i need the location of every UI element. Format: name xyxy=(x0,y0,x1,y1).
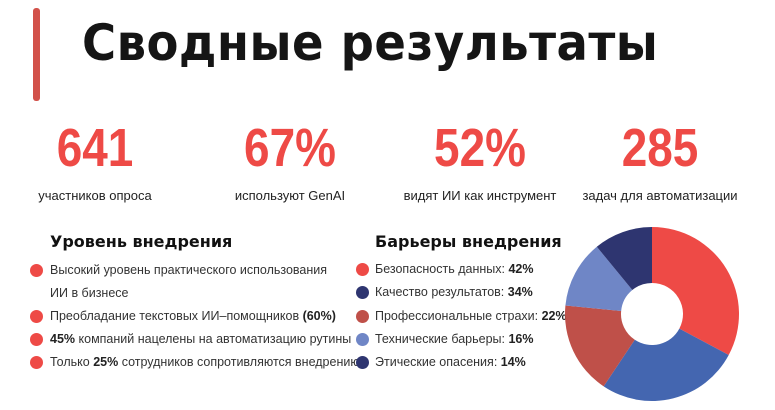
legend-item: Этические опасения: 14% xyxy=(375,355,526,370)
stat-genai: 67% используют GenAI xyxy=(195,120,385,203)
adoption-item: Преобладание текстовых ИИ–помощников (60… xyxy=(50,309,336,323)
stat-value: 52% xyxy=(434,118,526,178)
item-text: сотрудников сопротивляются внедрению xyxy=(118,355,360,369)
adoption-item: Только 25% сотрудников сопротивляются вн… xyxy=(50,355,360,369)
bullet-dot xyxy=(30,356,43,369)
legend-value: 14% xyxy=(500,355,526,370)
bullet-dot xyxy=(30,310,43,323)
adoption-item: Высокий уровень практического использова… xyxy=(50,263,327,277)
bullet-dot xyxy=(30,333,43,346)
adoption-heading: Уровень внедрения xyxy=(50,232,233,251)
legend-item: Технические барьеры: 16% xyxy=(375,331,534,346)
legend-label: Безопасность данных xyxy=(375,262,502,276)
legend-value: 34% xyxy=(507,285,533,300)
stat-value: 67% xyxy=(244,118,336,178)
donut-slice xyxy=(603,328,729,401)
legend-item: Качество результатов: 34% xyxy=(375,285,533,300)
legend-label: Качество результатов xyxy=(375,285,501,300)
donut-slice xyxy=(565,305,635,387)
legend-item: Профессиональные страхи: 22% xyxy=(375,308,567,323)
legend-value: 16% xyxy=(508,331,534,346)
stat-label: используют GenAI xyxy=(234,188,346,203)
stat-label: задач для автоматизации xyxy=(582,188,738,203)
legend-swatch xyxy=(356,286,369,300)
adoption-item: 45% компаний нацелены на автоматизацию р… xyxy=(50,332,351,346)
donut-slice xyxy=(652,227,739,356)
legend-value: 42% xyxy=(508,262,534,276)
item-text: Высокий уровень практического использова… xyxy=(50,263,328,277)
legend-swatch xyxy=(356,332,369,346)
title-accent-bar xyxy=(33,8,40,101)
stat-value: 641 xyxy=(56,118,134,178)
legend-label: Технические барьеры xyxy=(375,331,502,346)
item-text: ИИ в бизнесе xyxy=(50,286,129,300)
item-text: компаний нацелены на автоматизацию рутин… xyxy=(75,332,352,346)
stat-label: видят ИИ как инструмент xyxy=(403,188,557,203)
stat-label: участников опроса xyxy=(38,188,152,203)
legend-swatch xyxy=(356,263,369,276)
bullet-dot xyxy=(30,264,43,277)
donut-slice xyxy=(565,246,633,311)
barriers-donut-chart xyxy=(565,227,739,401)
stat-tool: 52% видят ИИ как инструмент xyxy=(385,120,575,203)
stat-value: 285 xyxy=(621,118,699,178)
legend-item: Безопасность данных: 42% xyxy=(375,262,534,276)
legend-swatch xyxy=(356,356,369,370)
legend-label: Профессиональные страхи xyxy=(375,308,535,323)
legend-label: Этические опасения xyxy=(375,355,494,370)
stat-tasks: 285 задач для автоматизации xyxy=(565,120,755,203)
item-bold: 25% xyxy=(93,355,119,369)
adoption-item: ИИ в бизнесе xyxy=(50,286,129,300)
item-bold: (60%) xyxy=(302,309,336,323)
barriers-heading: Барьеры внедрения xyxy=(375,232,562,251)
legend-swatch xyxy=(356,309,369,323)
donut-slice xyxy=(596,227,652,291)
legend-value: 22% xyxy=(541,308,567,323)
page-title: Сводные результаты xyxy=(82,14,659,72)
item-text: Преобладание текстовых ИИ–помощников xyxy=(50,309,303,323)
stat-participants: 641 участников опроса xyxy=(0,120,190,203)
item-text: Только xyxy=(50,355,94,369)
item-bold: 45% xyxy=(50,332,76,346)
